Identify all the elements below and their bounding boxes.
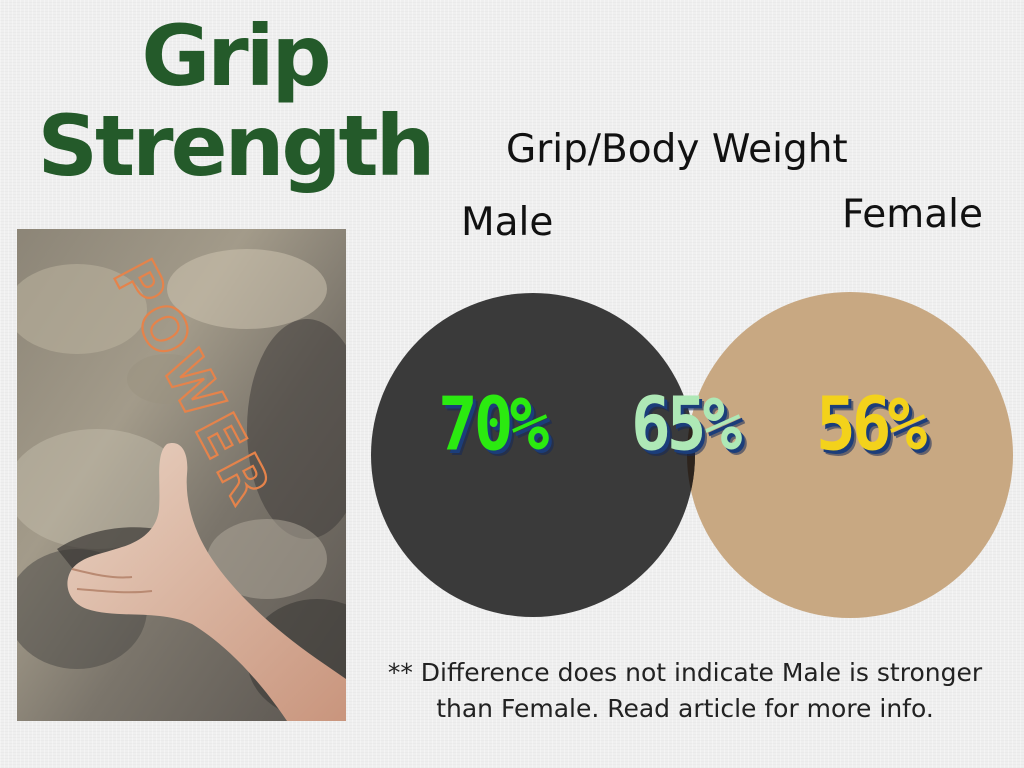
- overlap-value: 65%: [631, 381, 742, 468]
- climber-hand: [67, 443, 346, 721]
- diagram-title: Grip/Body Weight: [506, 127, 848, 172]
- female-value: 56%: [816, 381, 927, 468]
- page-title-line-2: Strength: [37, 97, 436, 195]
- female-label: Female: [842, 192, 984, 237]
- venn-diagram: [371, 292, 1013, 618]
- male-label: Male: [461, 200, 554, 245]
- footnote-line-2: than Female. Read article for more info.: [436, 694, 934, 723]
- male-circle: [371, 293, 695, 617]
- female-circle: [687, 292, 1013, 618]
- male-value: 70%: [438, 381, 549, 468]
- footnote-line-1: ** Difference does not indicate Male is …: [387, 658, 983, 687]
- page-title-line-1: Grip: [141, 7, 331, 105]
- climbing-hand-photo: POWER: [17, 229, 346, 721]
- footnote: ** Difference does not indicate Male is …: [350, 655, 1020, 727]
